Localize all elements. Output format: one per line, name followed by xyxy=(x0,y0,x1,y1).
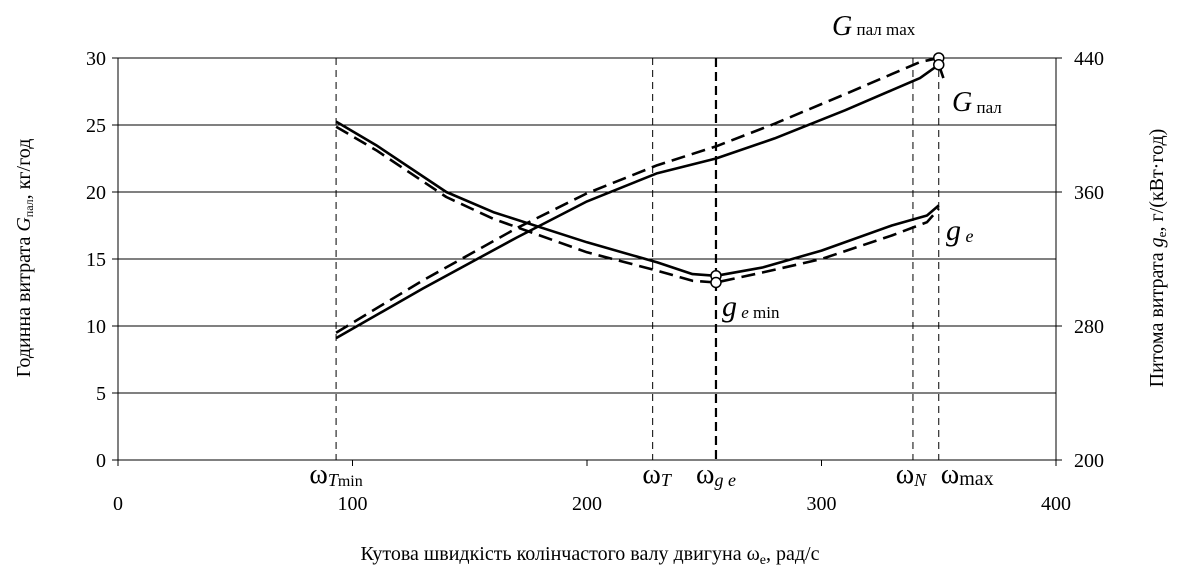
omega-label: ωTmin xyxy=(309,459,362,490)
left-y-tick-label: 5 xyxy=(96,383,106,405)
left-y-tick-label: 20 xyxy=(86,182,106,204)
left-y-tick-label: 10 xyxy=(86,316,106,338)
x-tick-label: 400 xyxy=(1041,493,1071,515)
x-axis-title: Кутова швидкість колінчастого валу двигу… xyxy=(361,543,820,568)
annotation-gpal-max: G пал max xyxy=(832,11,916,42)
annotation-ge: g e xyxy=(946,214,974,247)
right-y-tick-label: 440 xyxy=(1074,48,1104,70)
left-y-axis-title: Годинна витрата Gпал, кг/год xyxy=(13,139,36,378)
left-y-tick-label: 0 xyxy=(96,450,106,472)
x-tick-label: 300 xyxy=(807,493,837,515)
annotation-ge-min: g e min xyxy=(722,290,780,323)
ge-series-solid xyxy=(335,120,940,278)
right-y-tick-label: 360 xyxy=(1074,182,1104,204)
reference-vertical-lines xyxy=(335,58,940,460)
right-y-axis-title: Питома витрата ge, г/(кВт·год) xyxy=(1146,129,1169,388)
left-y-tick-label: 30 xyxy=(86,48,106,70)
right-y-tick-label: 280 xyxy=(1074,316,1104,338)
left-y-tick-label: 15 xyxy=(86,249,106,271)
annotation-gpal: G пал xyxy=(952,87,1002,118)
gpal-series-solid xyxy=(335,63,945,340)
ge-series-dashed xyxy=(335,125,940,284)
x-tick-label: 0 xyxy=(113,493,123,515)
x-tick-label: 200 xyxy=(572,493,602,515)
x-tick-label: 100 xyxy=(338,493,368,515)
point-marker xyxy=(710,276,722,289)
point-marker xyxy=(933,58,945,71)
omega-label: ωN xyxy=(896,459,927,490)
right-y-tick-label: 200 xyxy=(1074,450,1104,472)
omega-label: ωg e xyxy=(696,459,736,490)
left-y-tick-label: 25 xyxy=(86,115,106,137)
gpal-series-dashed xyxy=(335,56,940,334)
point-markers xyxy=(710,52,945,289)
tick-labels: 0 100 200 300 400 0 5 10 15 20 25 30 200 280 360 440 ωTm… xyxy=(86,48,1104,515)
omega-label: ωT xyxy=(642,459,672,490)
series-lines xyxy=(335,56,945,340)
grid-lines xyxy=(118,57,1056,394)
axes xyxy=(112,57,1062,466)
omega-label: ωmax xyxy=(941,459,994,490)
